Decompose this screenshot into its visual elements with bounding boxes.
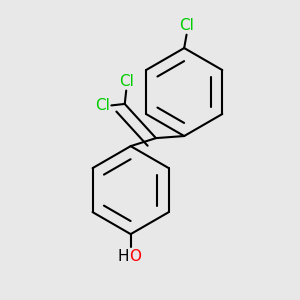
Text: Cl: Cl	[119, 74, 134, 89]
Text: O: O	[129, 249, 141, 264]
Text: Cl: Cl	[179, 18, 194, 33]
Text: Cl: Cl	[95, 98, 110, 113]
Text: H: H	[118, 249, 129, 264]
